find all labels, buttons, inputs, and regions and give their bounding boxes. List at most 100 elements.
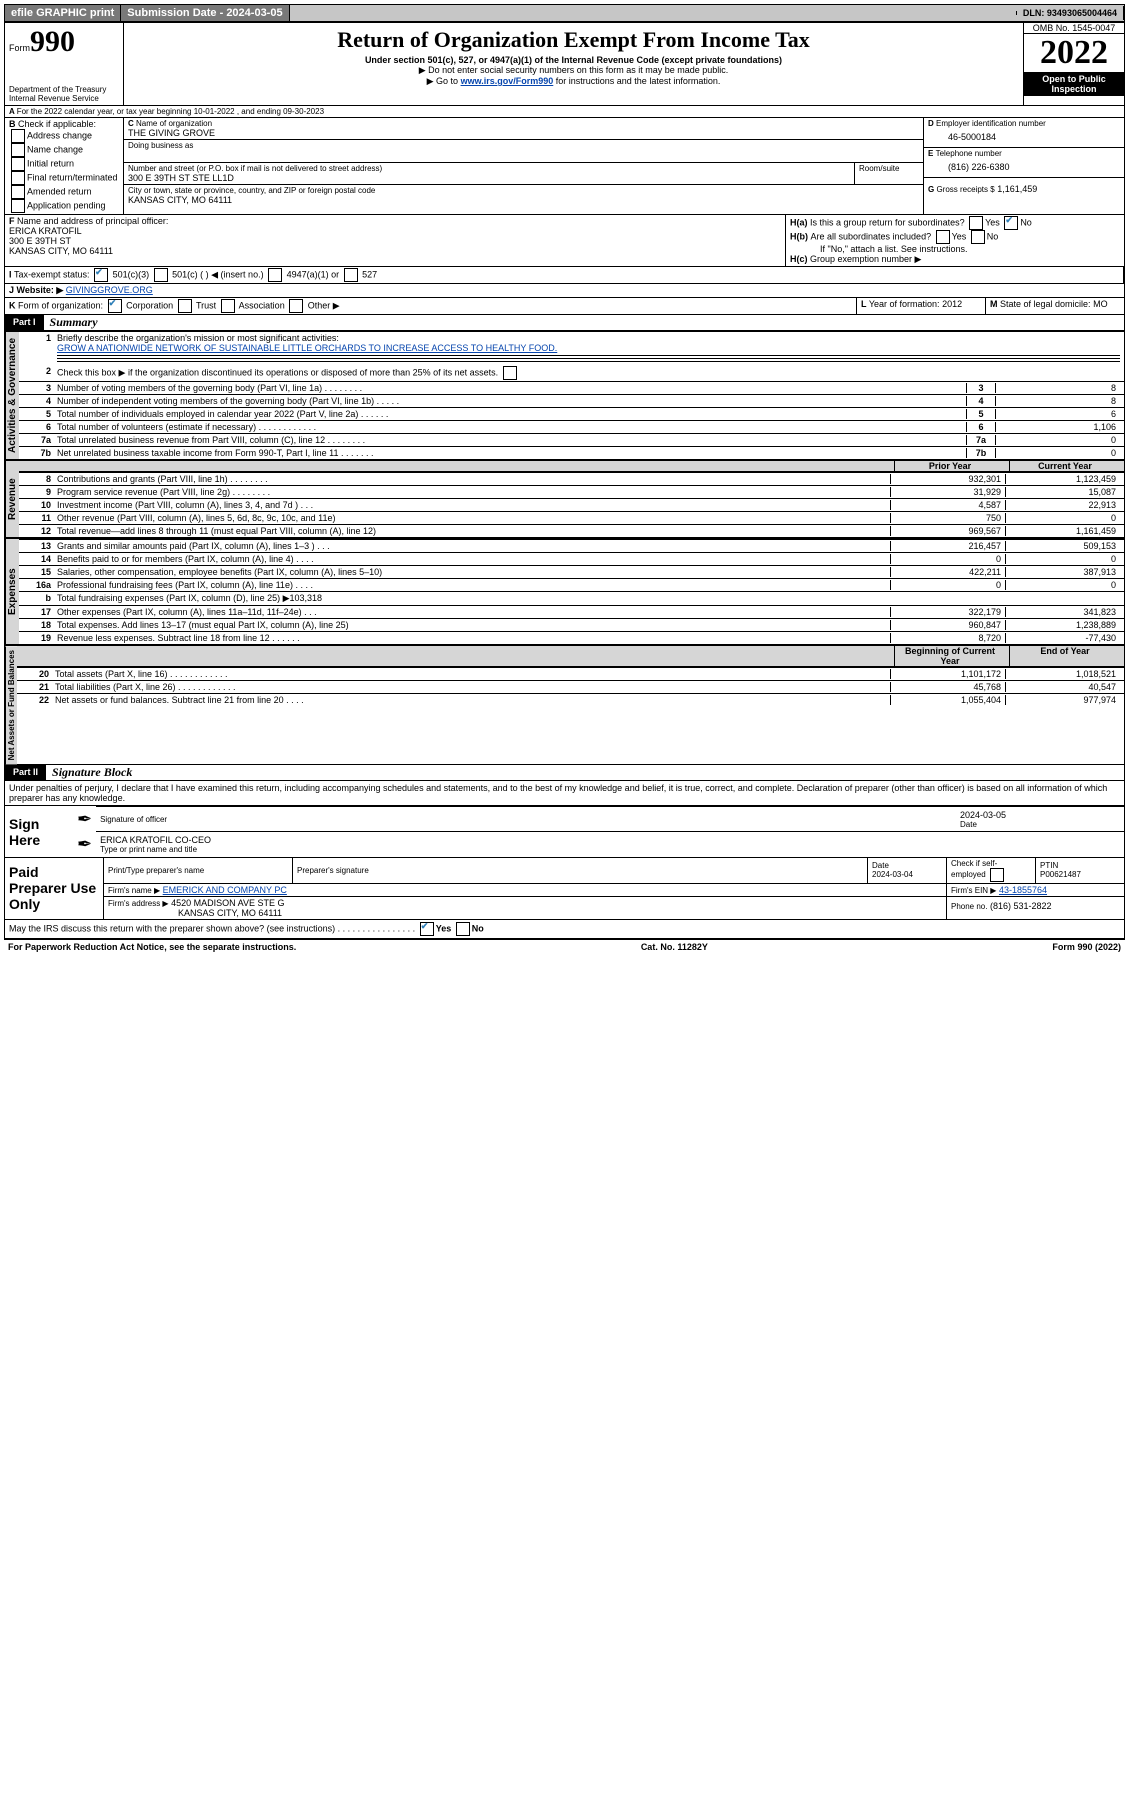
Hb: Are all subordinates included? — [811, 231, 932, 241]
form-title: Return of Organization Exempt From Incom… — [130, 27, 1017, 53]
firm-addr-label: Firm's address ▶ — [108, 899, 169, 908]
mission-text[interactable]: GROW A NATIONWIDE NETWORK OF SUSTAINABLE… — [57, 343, 557, 353]
cb-501c3[interactable] — [94, 268, 108, 282]
cb-amended[interactable] — [11, 185, 25, 199]
form-subtitle: Under section 501(c), 527, or 4947(a)(1)… — [130, 55, 1017, 65]
omb-cell: OMB No. 1545-0047 2022 Open to Public In… — [1023, 23, 1124, 105]
cb-final[interactable] — [11, 171, 25, 185]
cb-assoc[interactable] — [221, 299, 235, 313]
G-label: Gross receipts $ — [936, 185, 994, 194]
K-label: Form of organization: — [18, 300, 103, 310]
part2-title: Signature Block — [46, 765, 132, 780]
box-B: B Check if applicable: Address change Na… — [5, 118, 124, 214]
box-F: F Name and address of principal officer:… — [5, 215, 786, 266]
F-label: Name and address of principal officer: — [17, 216, 168, 226]
dept-treasury: Department of the Treasury — [9, 85, 119, 94]
cb-discontinued[interactable] — [503, 366, 517, 380]
dln: DLN: 93493065004464 — [1017, 6, 1124, 20]
cb-other[interactable] — [289, 299, 303, 313]
org-address: 300 E 39TH ST STE LL1D — [128, 173, 850, 183]
type-name-label: Type or print name and title — [100, 845, 1120, 854]
part1-label: Part I — [5, 315, 44, 330]
pp-date-label: Date — [872, 861, 889, 870]
cb-Ha-yes[interactable] — [969, 216, 983, 230]
cb-527[interactable] — [344, 268, 358, 282]
K-2: Association — [239, 300, 285, 310]
ptin-label: PTIN — [1040, 861, 1058, 870]
org-name: THE GIVING GROVE — [128, 128, 919, 138]
firm-name[interactable]: EMERICK AND COMPANY PC — [163, 885, 287, 895]
website-link[interactable]: GIVINGGROVE.ORG — [66, 285, 153, 295]
D-label: Employer identification number — [936, 119, 1046, 128]
pp-date: 2024-03-04 — [872, 870, 913, 879]
declaration: Under penalties of perjury, I declare th… — [5, 781, 1124, 806]
C-name-label: Name of organization — [136, 119, 212, 128]
footer: For Paperwork Reduction Act Notice, see … — [4, 940, 1125, 954]
cb-may-yes[interactable] — [420, 922, 434, 936]
ein: 46-5000184 — [928, 128, 1120, 146]
L-label: Year of formation: — [869, 299, 940, 309]
cb-Hb-yes[interactable] — [936, 230, 950, 244]
box-C: C Name of organization THE GIVING GROVE … — [124, 118, 924, 214]
I-label: Tax-exempt status: — [14, 269, 90, 279]
sig-date-label: Date — [960, 820, 1120, 829]
B-4: Amended return — [27, 186, 92, 196]
firm-city: KANSAS CITY, MO 64111 — [108, 908, 282, 918]
open-inspection: Open to Public Inspection — [1024, 72, 1124, 96]
room-label: Room/suite — [855, 163, 923, 184]
box-H: H(a) Is this a group return for subordin… — [786, 215, 1124, 266]
topbar-spacer — [290, 11, 1017, 15]
firm-addr: 4520 MADISON AVE STE G — [171, 898, 284, 908]
head-begin: Beginning of Current Year — [894, 646, 1009, 666]
B-5: Application pending — [27, 200, 106, 210]
sig-date: 2024-03-05 — [960, 810, 1120, 820]
l2: Check this box ▶ if the organization dis… — [57, 367, 498, 377]
cb-may-no[interactable] — [456, 922, 470, 936]
tax-year: 2022 — [1024, 34, 1124, 72]
Ha: Is this a group return for subordinates? — [810, 217, 965, 227]
cb-Hb-no[interactable] — [971, 230, 985, 244]
submission-date: Submission Date - 2024-03-05 — [121, 5, 289, 21]
cb-trust[interactable] — [178, 299, 192, 313]
ptin: P00621487 — [1040, 870, 1081, 879]
cb-name-change[interactable] — [11, 143, 25, 157]
firm-phone: (816) 531-2822 — [990, 901, 1052, 911]
box-I: I Tax-exempt status: 501(c)(3) 501(c) ( … — [5, 267, 1124, 283]
form-number: 990 — [30, 25, 75, 58]
efile-graphic-button[interactable]: efile GRAPHIC print — [5, 5, 121, 21]
K-0: Corporation — [126, 300, 173, 310]
dba-label: Doing business as — [128, 141, 919, 150]
cb-initial[interactable] — [11, 157, 25, 171]
form-990-ref: 990 — [1077, 942, 1092, 952]
phone: (816) 226-6380 — [928, 158, 1120, 176]
cat-no: Cat. No. 11282Y — [641, 942, 708, 952]
Ha-no: No — [1020, 217, 1032, 227]
title-cell: Return of Organization Exempt From Incom… — [124, 23, 1023, 105]
cb-pending[interactable] — [11, 199, 25, 213]
officer-name: ERICA KRATOFIL — [9, 226, 82, 236]
B-label: Check if applicable: — [18, 119, 96, 129]
Hb-note: If "No," attach a list. See instructions… — [790, 244, 1120, 254]
part1-title: Summary — [44, 315, 98, 330]
firm-ein[interactable]: 43-1855764 — [999, 885, 1047, 895]
cb-self-employed[interactable] — [990, 868, 1004, 882]
tax-year-range: For the 2022 calendar year, or tax year … — [17, 107, 324, 116]
form-container: Form990 Department of the Treasury Inter… — [4, 22, 1125, 940]
M-label: State of legal domicile: — [1000, 299, 1091, 309]
Ha-yes: Yes — [985, 217, 1000, 227]
Hb-no: No — [987, 231, 999, 241]
officer-city: KANSAS CITY, MO 64111 — [9, 246, 113, 256]
gross-receipts: 1,161,459 — [997, 184, 1037, 194]
cb-address-change[interactable] — [11, 129, 25, 143]
cb-corp[interactable] — [108, 299, 122, 313]
cb-501c[interactable] — [154, 268, 168, 282]
sig-officer-label: Signature of officer — [100, 815, 952, 824]
firm-ein-label: Firm's EIN ▶ — [951, 886, 996, 895]
cb-Ha-no[interactable] — [1004, 216, 1018, 230]
irs-link[interactable]: www.irs.gov/Form990 — [461, 76, 554, 86]
box-DEG: D Employer identification number46-50001… — [924, 118, 1124, 214]
officer-addr: 300 E 39TH ST — [9, 236, 71, 246]
vtab-expenses: Expenses — [5, 539, 19, 644]
cb-4947[interactable] — [268, 268, 282, 282]
head-curr: Current Year — [1009, 461, 1124, 471]
